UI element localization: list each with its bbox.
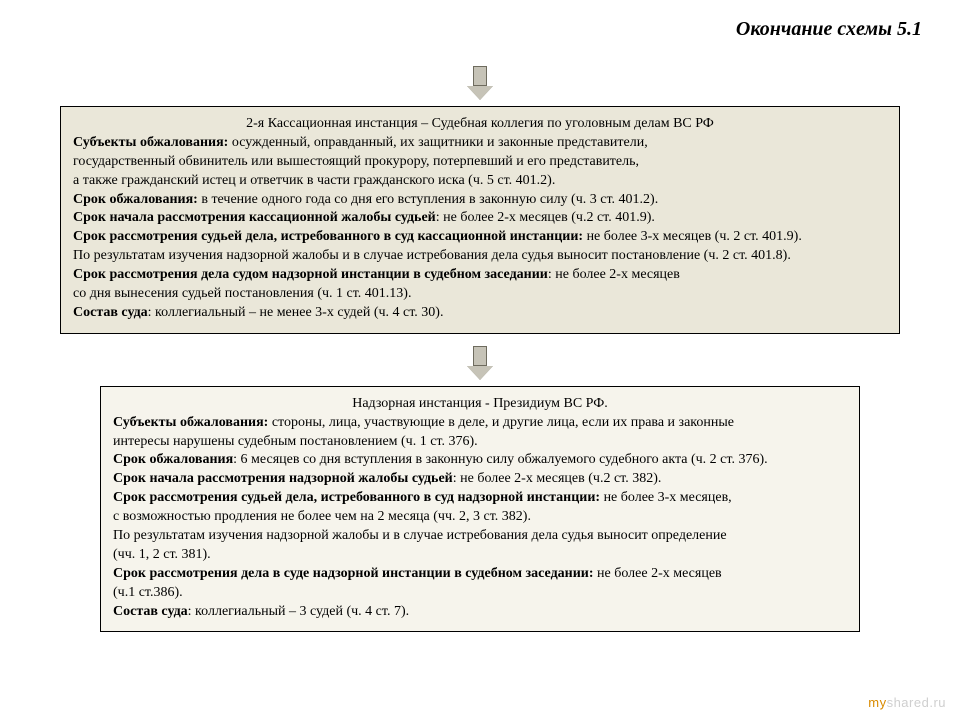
text: в течение одного года со дня его вступле… [198,192,658,207]
text: интересы нарушены судебным постановление… [113,433,847,452]
text: : коллегиальный – 3 судей (ч. 4 ст. 7). [188,604,409,619]
arrow-down-2 [467,346,493,380]
text: По результатам изучения надзорной жалобы… [73,247,887,266]
text: с возможностью продления не более чем на… [113,508,847,527]
text: : коллегиальный – не менее 3-х судей (ч.… [148,305,444,320]
watermark: myshared.ru [868,695,946,710]
supervisory-box: Надзорная инстанция - Президиум ВС РФ. С… [100,386,860,633]
text: : не более 2-х месяцев (ч.2 ст. 401.9). [436,210,655,225]
flow-column: 2-я Кассационная инстанция – Судебная ко… [0,0,960,632]
label-term-1: Срок обжалования: [73,192,198,207]
text: По результатам изучения надзорной жалобы… [113,527,847,546]
label-session-2: Срок рассмотрения дела в суде надзорной … [113,566,594,581]
text: а также гражданский истец и ответчик в ч… [73,172,887,191]
watermark-suffix: shared.ru [887,695,946,710]
text: стороны, лица, участвующие в деле, и дру… [268,415,734,430]
text: (ч.1 ст.386). [113,584,847,603]
supervisory-heading: Надзорная инстанция - Президиум ВС РФ. [113,395,847,414]
label-start-2: Срок начала рассмотрения надзорной жалоб… [113,471,453,486]
text: : не более 2-х месяцев [548,267,680,282]
text: осужденный, оправданный, их защитники и … [228,135,647,150]
label-court-2: Состав суда [113,604,188,619]
label-review-2: Срок рассмотрения судьей дела, истребова… [113,490,600,505]
watermark-prefix: my [868,695,886,710]
text: (чч. 1, 2 ст. 381). [113,546,847,565]
text: не более 3-х месяцев (ч. 2 ст. 401.9). [583,229,802,244]
cassation-box: 2-я Кассационная инстанция – Судебная ко… [60,106,900,334]
label-start-1: Срок начала рассмотрения кассационной жа… [73,210,436,225]
label-subjects-1: Субъекты обжалования: [73,135,228,150]
label-court-1: Состав суда [73,305,148,320]
text: со дня вынесения судьей постановления (ч… [73,285,887,304]
label-subjects-2: Субъекты обжалования: [113,415,268,430]
text: : 6 месяцев со дня вступления в законную… [233,452,767,467]
text: не более 3-х месяцев, [600,490,732,505]
label-session-1: Срок рассмотрения дела судом надзорной и… [73,267,548,282]
label-review-1: Срок рассмотрения судьей дела, истребова… [73,229,583,244]
cassation-heading: 2-я Кассационная инстанция – Судебная ко… [73,115,887,134]
label-term-2: Срок обжалования [113,452,233,467]
text: государственный обвинитель или вышестоящ… [73,153,887,172]
arrow-down-1 [467,66,493,100]
text: не более 2-х месяцев [594,566,722,581]
page-title: Окончание схемы 5.1 [736,18,922,41]
text: : не более 2-х месяцев (ч.2 ст. 382). [453,471,662,486]
